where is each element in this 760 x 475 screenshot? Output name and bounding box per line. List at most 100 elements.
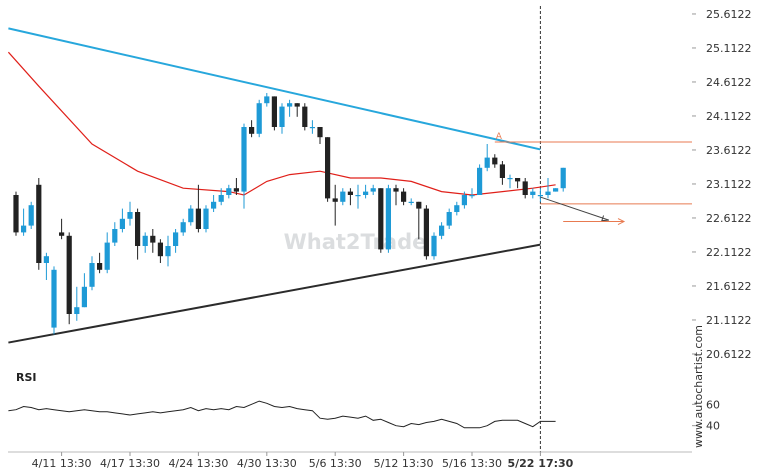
candle-body — [256, 103, 262, 134]
candle-body — [51, 269, 57, 328]
resistance-line — [8, 27, 541, 151]
candle-body — [279, 106, 285, 127]
support-line — [8, 243, 541, 344]
candle-body — [81, 286, 87, 308]
y-tick-label: 22.6122 — [706, 212, 752, 225]
candle-body — [104, 242, 110, 270]
candle-body — [59, 232, 65, 236]
candle-body — [385, 188, 391, 250]
x-tick-label: 5/16 13:30 — [442, 457, 502, 470]
candle-body — [271, 96, 277, 127]
candle-body — [446, 212, 452, 226]
candle-body — [135, 212, 141, 246]
candle-body — [416, 201, 422, 209]
time-axis: 4/11 13:30 4/17 13:30 4/24 13:30 4/30 13:30… — [8, 451, 692, 470]
x-tick-label: 4/11 13:30 — [32, 457, 92, 470]
candle-body — [112, 229, 118, 243]
candle-body — [74, 307, 80, 314]
candle-body — [317, 127, 323, 138]
x-tick-label: 5/22 17:30 — [507, 457, 573, 470]
y-tick-label: 25.1122 — [706, 42, 752, 55]
candle-body — [530, 191, 536, 195]
candle-body — [150, 235, 156, 243]
candle-body — [507, 178, 513, 180]
candle-body — [325, 137, 331, 199]
candle-body — [21, 225, 27, 233]
candle-body — [226, 188, 232, 195]
y-tick-label: 24.6122 — [706, 76, 752, 89]
candle-body — [173, 232, 179, 246]
candle-body — [309, 127, 315, 129]
forecast-arrow-line — [540, 196, 609, 221]
y-tick-label: 21.1122 — [706, 314, 752, 327]
candle-body — [36, 184, 42, 263]
candle-body — [66, 235, 72, 314]
candle-body — [347, 191, 353, 195]
candle-body — [340, 191, 346, 202]
candle-body — [188, 208, 194, 223]
rsi-label: RSI — [16, 371, 37, 384]
candle-body — [401, 191, 407, 202]
y-tick-label: 24.1122 — [706, 110, 752, 123]
overlays: A — [494, 132, 692, 225]
candle-body — [157, 242, 163, 257]
x-tick-label: 4/24 13:30 — [168, 457, 228, 470]
source-credit: www.autochartist.com — [692, 325, 705, 448]
candle-body — [515, 178, 521, 182]
candle-body — [294, 103, 300, 107]
x-tick-label: 5/12 13:30 — [374, 457, 434, 470]
candle-body — [378, 188, 384, 250]
candle-body — [477, 167, 483, 195]
candle-body — [241, 127, 247, 192]
rsi-line — [8, 400, 556, 429]
candle-body — [560, 167, 566, 189]
candle-body — [461, 195, 467, 206]
candle-body — [89, 263, 95, 287]
forecast-arrow-head — [601, 215, 609, 222]
candle-body — [218, 195, 224, 202]
candle-body — [423, 208, 429, 257]
candle-body — [264, 96, 270, 104]
candle-body — [370, 188, 376, 192]
candle-body — [142, 235, 148, 246]
candle-body — [469, 195, 475, 197]
candle-body — [431, 235, 437, 257]
candle-body — [249, 127, 255, 134]
candle-body — [28, 205, 34, 226]
y-tick-label: 25.6122 — [706, 8, 752, 21]
candle-body — [454, 205, 460, 212]
x-tick-label: 4/30 13:30 — [237, 457, 297, 470]
price-axis: 25.6122 25.1122 24.6122 24.1122 23.6122 23.11… — [692, 8, 752, 361]
candle-body — [43, 256, 49, 263]
candle-body — [355, 195, 361, 197]
x-tick-label: 4/17 13:30 — [100, 457, 160, 470]
candle-body — [332, 198, 338, 202]
candle-body — [492, 157, 498, 165]
candle-body — [119, 218, 125, 229]
x-tick-label: 5/6 13:30 — [309, 457, 362, 470]
target-arrow-head — [617, 218, 626, 225]
y-tick-label: 21.6122 — [706, 280, 752, 293]
candle-body — [165, 246, 171, 257]
pattern-point-label: A — [496, 132, 503, 142]
y-tick-label: 23.6122 — [706, 144, 752, 157]
candle-body — [537, 195, 543, 197]
candle-body — [233, 188, 239, 192]
candle-body — [522, 181, 528, 195]
candle-body — [13, 195, 19, 233]
candles — [13, 93, 566, 335]
candle-body — [211, 201, 217, 209]
candle-body — [499, 164, 505, 178]
watermark: What2Trade — [284, 230, 427, 254]
candle-body — [484, 157, 490, 168]
candle-body — [439, 225, 445, 236]
candle-body — [393, 188, 399, 192]
candle-body — [363, 191, 369, 195]
candle-body — [302, 106, 308, 127]
rsi-tick-label: 60 — [706, 398, 720, 411]
rsi-panel: RSI 60 40 — [8, 371, 720, 433]
candle-body — [553, 188, 559, 192]
candle-body — [545, 191, 551, 195]
candle-body — [180, 222, 186, 233]
